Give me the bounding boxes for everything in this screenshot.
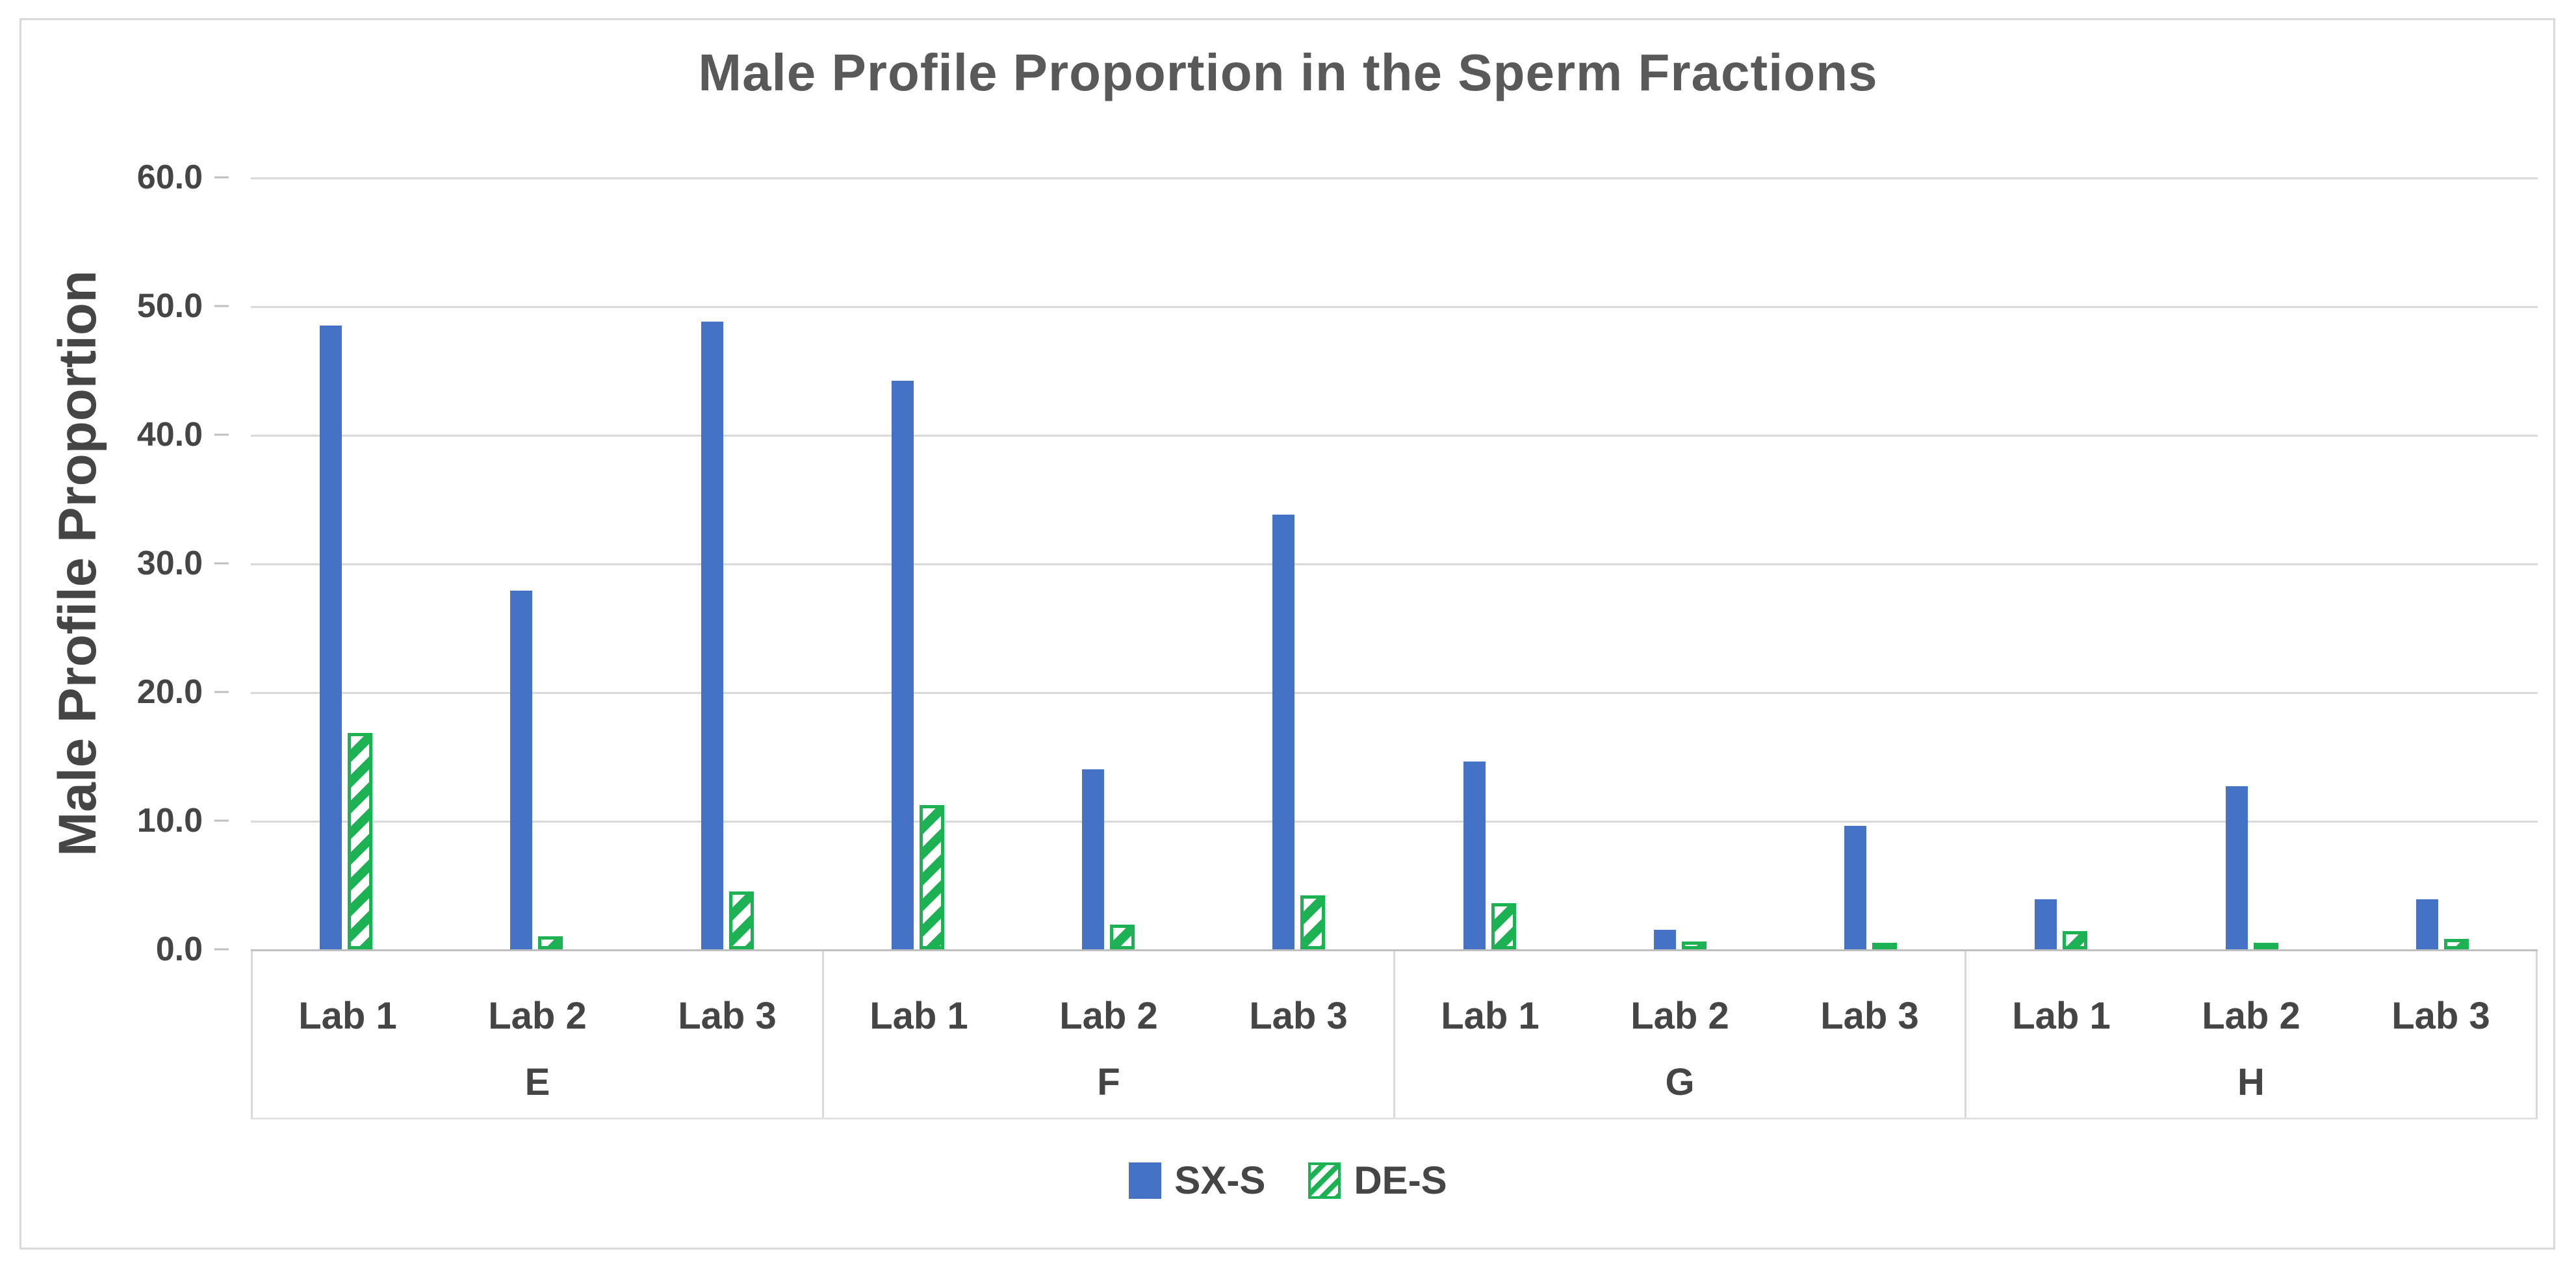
legend-item-de-s: DE-S [1308, 1158, 1447, 1203]
bar-de-s [2253, 943, 2278, 949]
y-axis-tickmark [214, 819, 229, 822]
chart-title: Male Profile Proportion in the Sperm Fra… [698, 44, 1878, 101]
y-axis-tick-label: 60.0 [136, 159, 203, 196]
y-axis-tick-label: 40.0 [136, 416, 203, 454]
bar-sx-s [1653, 930, 1676, 949]
y-axis-tickmark [214, 176, 229, 179]
y-axis-tick-label: 50.0 [136, 287, 203, 325]
category-label: Lab 2 [488, 994, 587, 1037]
bar-de-s [538, 936, 563, 949]
category-label-row: Lab 1 Lab 2 Lab 3 [824, 951, 1393, 1046]
bar-sx-s [510, 590, 533, 949]
gridline [251, 563, 2538, 565]
category-slot [823, 177, 1013, 949]
category-group-e: Lab 1 Lab 2 Lab 3 E [253, 951, 822, 1118]
y-axis-tickmark [214, 305, 229, 307]
bar-de-s [2443, 939, 2469, 949]
group-label: F [1097, 1060, 1120, 1103]
y-axis-tickmark [214, 433, 229, 436]
gridline [251, 692, 2538, 694]
legend-item-sx-s: SX-S [1129, 1158, 1265, 1203]
category-label-row: Lab 1 Lab 2 Lab 3 [1966, 951, 2536, 1046]
gridline [251, 306, 2538, 308]
bar-de-s [2063, 931, 2088, 949]
plot-area [251, 177, 2538, 951]
bar-sx-s [320, 325, 342, 949]
category-group-f: Lab 1 Lab 2 Lab 3 F [822, 951, 1393, 1118]
gridline [251, 821, 2538, 823]
y-axis-tickmark [214, 948, 229, 951]
category-slot [251, 177, 441, 949]
gridline [251, 177, 2538, 179]
bar-sx-s [2225, 786, 2248, 949]
bar-de-s [1300, 895, 1326, 949]
bar-sx-s [2415, 899, 2438, 949]
category-label: Lab 3 [1820, 994, 1919, 1037]
legend-label: SX-S [1174, 1159, 1266, 1202]
bar-de-s [1872, 943, 1898, 949]
category-slot [632, 177, 823, 949]
category-label: Lab 1 [298, 994, 397, 1037]
y-axis-tick-label: 10.0 [136, 802, 203, 840]
category-slot [1966, 177, 2156, 949]
bar-sx-s [1272, 514, 1295, 949]
category-label: Lab 3 [2391, 994, 2490, 1037]
bar-sx-s [2035, 899, 2057, 949]
y-axis-tickmark [214, 691, 229, 693]
bar-de-s [348, 733, 373, 949]
category-label: Lab 1 [869, 994, 968, 1037]
bar-sx-s [1463, 761, 1486, 949]
category-slot [1395, 177, 1585, 949]
bar-de-s [1110, 925, 1135, 949]
bar-de-s [1681, 942, 1707, 949]
legend-swatch-solid-icon [1129, 1162, 1162, 1199]
group-label: G [1665, 1060, 1695, 1103]
category-label: Lab 2 [1630, 994, 1729, 1037]
category-label: Lab 2 [2202, 994, 2300, 1037]
category-axis: Lab 1 Lab 2 Lab 3 E Lab 1 Lab 2 Lab 3 F Lab 1 Lab… [251, 951, 2538, 1120]
legend-swatch-hatch-icon [1308, 1162, 1341, 1199]
bar-sx-s [891, 380, 914, 949]
bar-de-s [919, 805, 944, 949]
category-label: Lab 3 [678, 994, 777, 1037]
category-label: Lab 3 [1249, 994, 1348, 1037]
y-axis-tick-labels: 60.0 50.0 40.0 30.0 20.0 10.0 0.0 [0, 159, 229, 968]
bar-de-s [728, 891, 754, 949]
category-label: Lab 1 [1441, 994, 1539, 1037]
category-slot [1204, 177, 1394, 949]
category-slot [1775, 177, 1966, 949]
bars-layer [251, 177, 2538, 949]
category-slot [2347, 177, 2538, 949]
bar-de-s [1491, 903, 1516, 949]
category-label-row: Lab 1 Lab 2 Lab 3 [1395, 951, 1964, 1046]
legend-label: DE-S [1354, 1159, 1447, 1202]
y-axis-tick-label: 0.0 [155, 930, 203, 968]
bar-sx-s [1844, 825, 1867, 949]
gridline [251, 435, 2538, 437]
category-slot [441, 177, 632, 949]
category-label: Lab 2 [1059, 994, 1158, 1037]
category-group-h: Lab 1 Lab 2 Lab 3 H [1964, 951, 2536, 1118]
category-label: Lab 1 [2012, 994, 2111, 1037]
bar-sx-s [701, 321, 723, 949]
category-slot [1585, 177, 1775, 949]
category-label-row: Lab 1 Lab 2 Lab 3 [253, 951, 822, 1046]
y-axis-tickmark [214, 562, 229, 565]
group-label: E [524, 1060, 550, 1103]
bar-sx-s [1082, 769, 1105, 949]
legend: SX-S DE-S [0, 1158, 2576, 1203]
chart-border [19, 18, 2555, 1250]
category-slot [2157, 177, 2347, 949]
category-slot [1013, 177, 1204, 949]
category-group-g: Lab 1 Lab 2 Lab 3 G [1393, 951, 1964, 1118]
group-label: H [2237, 1060, 2265, 1103]
y-axis-tick-label: 20.0 [136, 673, 203, 711]
y-axis-tick-label: 30.0 [136, 545, 203, 582]
